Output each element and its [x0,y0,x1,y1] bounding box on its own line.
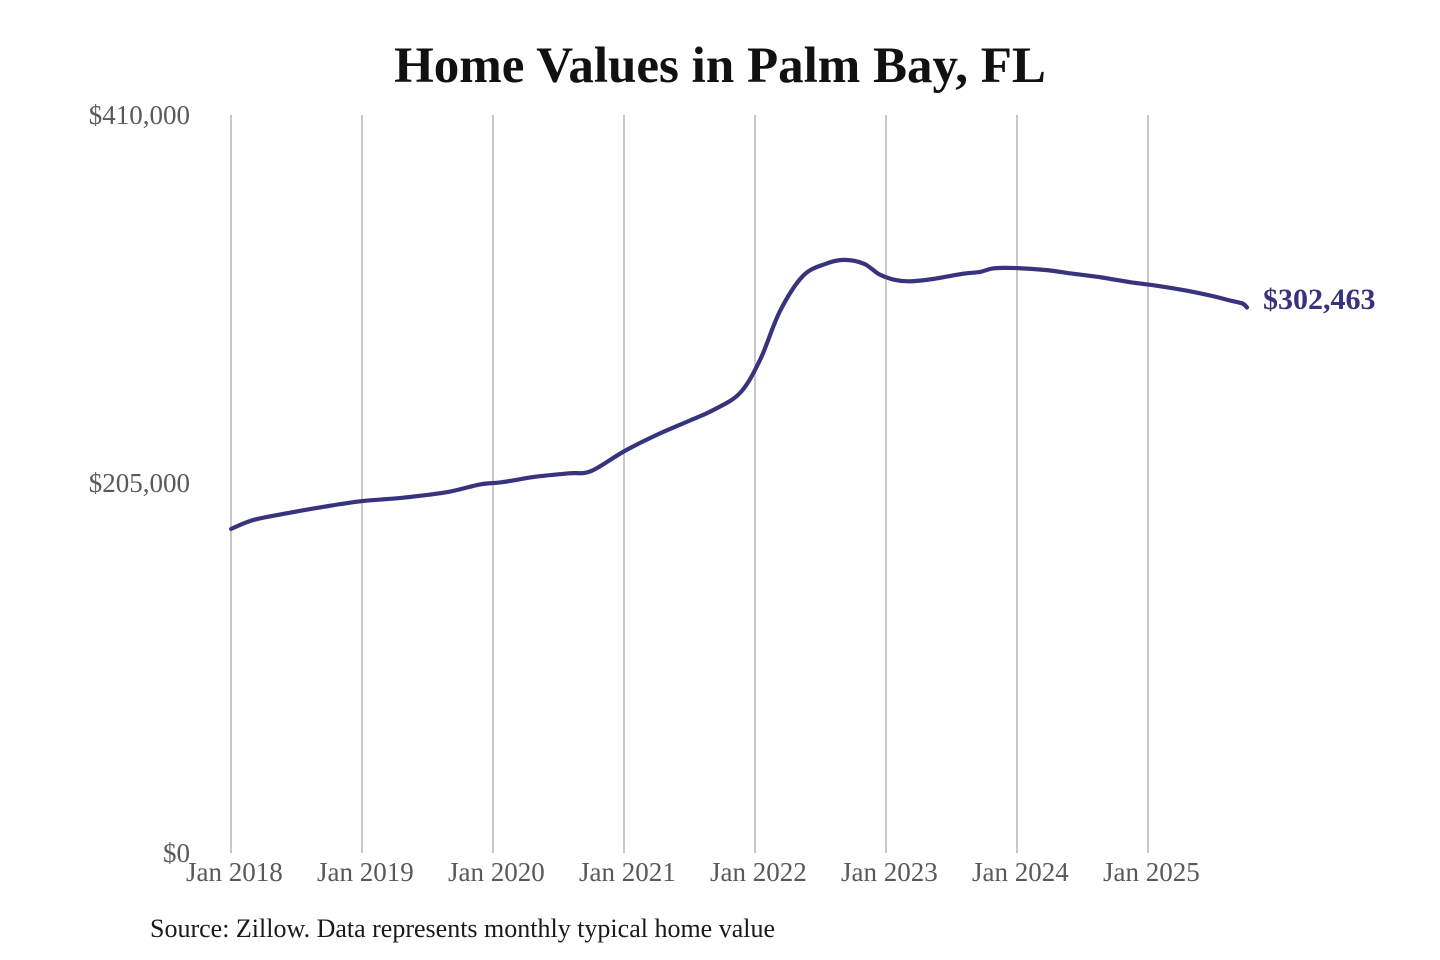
svg-text:$410,000: $410,000 [89,100,190,130]
svg-text:$205,000: $205,000 [89,468,190,498]
svg-text:Jan 2024: Jan 2024 [972,857,1069,887]
svg-text:Jan 2019: Jan 2019 [317,857,414,887]
svg-text:Jan 2018: Jan 2018 [186,857,283,887]
svg-text:Jan 2022: Jan 2022 [710,857,807,887]
svg-text:Jan 2023: Jan 2023 [841,857,938,887]
svg-text:Jan 2025: Jan 2025 [1103,857,1200,887]
svg-text:Jan 2020: Jan 2020 [448,857,545,887]
svg-text:$302,463: $302,463 [1263,283,1376,316]
svg-text:Jan 2021: Jan 2021 [579,857,676,887]
